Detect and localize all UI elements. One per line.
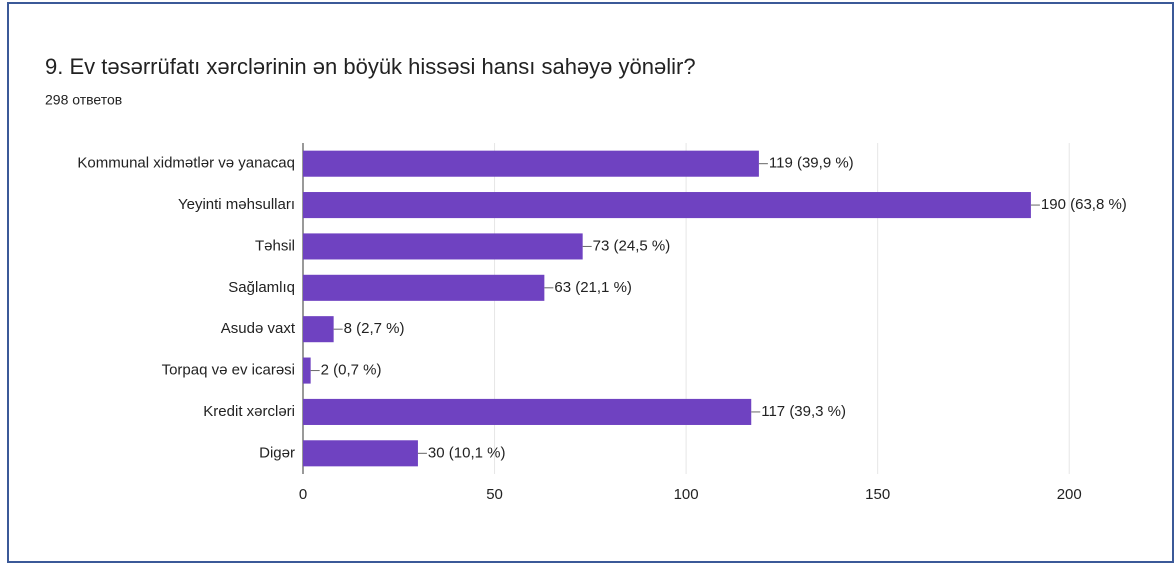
bar	[303, 440, 418, 467]
frame	[7, 2, 1174, 563]
data-label: 73 (24,5 %)	[593, 237, 671, 254]
y-tick-label: Yeyinti məhsulları	[178, 196, 295, 213]
bar	[303, 357, 311, 384]
data-label: 2 (0,7 %)	[321, 362, 382, 379]
x-tick-label: 50	[486, 486, 503, 503]
x-tick-label: 200	[1057, 486, 1082, 503]
data-label: 119 (39,9 %)	[769, 155, 854, 172]
x-tick-label: 150	[865, 486, 890, 503]
chart-subtitle: 298 ответов	[45, 92, 122, 108]
bar	[303, 398, 752, 425]
data-label: 30 (10,1 %)	[428, 444, 506, 461]
y-tick-label: Sağlamlıq	[228, 279, 295, 296]
bar	[303, 316, 334, 343]
x-tick-label: 100	[674, 486, 699, 503]
bar	[303, 274, 545, 301]
y-tick-label: Kredit xərcləri	[203, 403, 295, 420]
bar	[303, 192, 1031, 219]
y-tick-label: Təhsil	[255, 237, 295, 254]
y-tick-label: Digər	[259, 444, 295, 461]
y-tick-label: Asudə vaxt	[221, 320, 296, 337]
bar	[303, 150, 759, 177]
data-label: 8 (2,7 %)	[344, 320, 405, 337]
chart-title: 9. Ev təsərrüfatı xərclərinin ən böyük h…	[45, 54, 696, 79]
y-tick-label: Kommunal xidmətlər və yanacaq	[77, 155, 295, 172]
data-label: 63 (21,1 %)	[554, 279, 632, 296]
bar	[303, 233, 583, 260]
x-tick-label: 0	[299, 486, 307, 503]
data-label: 190 (63,8 %)	[1041, 196, 1127, 213]
data-label: 117 (39,3 %)	[761, 403, 846, 420]
y-tick-label: Torpaq və ev icarəsi	[162, 362, 295, 379]
